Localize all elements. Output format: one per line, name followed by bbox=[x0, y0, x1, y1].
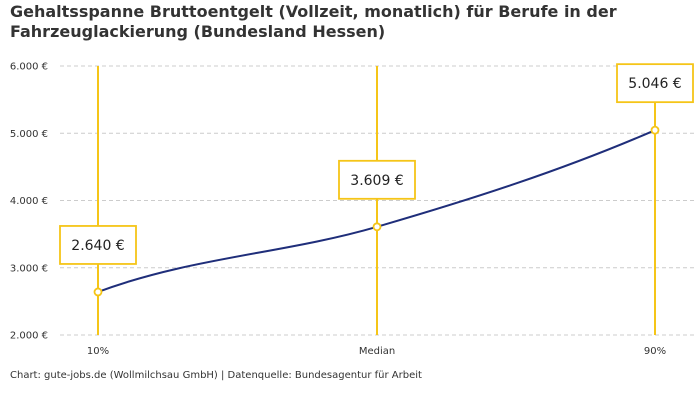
y-tick-label: 5.000 € bbox=[10, 129, 48, 140]
x-tick-label: 10% bbox=[87, 346, 109, 357]
value-label: 5.046 € bbox=[628, 76, 681, 92]
y-tick-label: 3.000 € bbox=[10, 263, 48, 274]
value-label-box bbox=[616, 63, 694, 104]
chart-source: Chart: gute-jobs.de (Wollmilchsau GmbH) … bbox=[10, 370, 422, 381]
chart-title: Gehaltsspanne Bruttoentgelt (Vollzeit, m… bbox=[10, 2, 617, 41]
data-point bbox=[93, 287, 103, 297]
y-tick-label: 6.000 € bbox=[10, 62, 48, 73]
data-point bbox=[650, 125, 660, 135]
value-label-box bbox=[59, 225, 137, 265]
x-tick-label: Median bbox=[359, 346, 395, 357]
value-label: 2.640 € bbox=[71, 238, 124, 254]
y-tick-label: 2.000 € bbox=[10, 331, 48, 342]
value-label: 3.609 € bbox=[350, 173, 403, 189]
data-point bbox=[372, 222, 382, 232]
y-tick-label: 4.000 € bbox=[10, 196, 48, 207]
value-label-box bbox=[338, 159, 416, 200]
x-tick-label: 90% bbox=[644, 346, 666, 357]
